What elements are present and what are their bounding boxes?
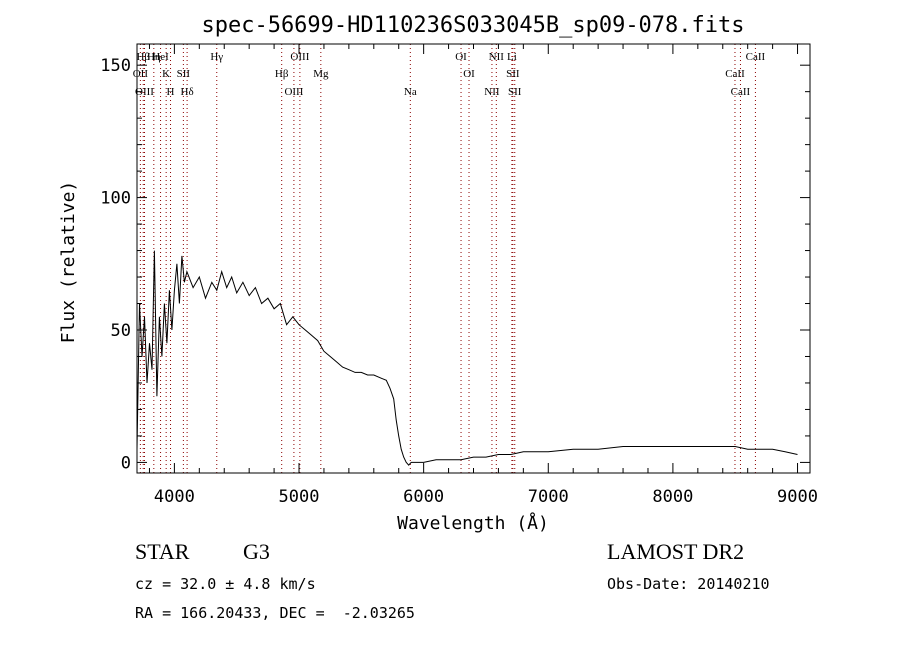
spectral-line-label: OII [133, 68, 149, 80]
spectral-line-label: Hη [147, 51, 161, 63]
spectral-line-label: SII [177, 68, 191, 80]
spectral-line-label: OIII [290, 51, 309, 63]
x-tick-label: 6000 [403, 487, 444, 507]
spectral-line-label: OIII [284, 86, 303, 98]
spectral-line-label: Hδ [181, 86, 194, 98]
spectral-line-label: H [167, 86, 175, 98]
spectral-line-label: CaII [731, 86, 751, 98]
x-tick-label: 8000 [652, 487, 693, 507]
ra-dec: RA = 166.20433, DEC = -2.03265 [135, 604, 415, 622]
spectral-line-label: NII [489, 51, 505, 63]
spectral-line-label: OI [455, 51, 467, 63]
y-tick-label: 50 [111, 321, 131, 341]
spectral-line-markers [139, 44, 756, 473]
spectral-line-label: SII [508, 86, 522, 98]
spectral-line-label: HeI [152, 51, 169, 63]
spectral-line-label: OIII [135, 86, 154, 98]
chart-title: spec-56699-HD110236S033045B_sp09-078.fit… [201, 13, 744, 38]
object-class: STAR [135, 539, 190, 564]
x-tick-label: 9000 [777, 487, 818, 507]
spectral-line-label: Hγ [210, 51, 223, 63]
spectral-line-label: Na [404, 86, 417, 98]
spectral-line-label: Li [507, 51, 517, 63]
observation-date: Obs-Date: 20140210 [607, 575, 770, 593]
spectral-line-labels: HβOIIOIIIHηKHHeISIIHδHγHβOIIIOIIIMgNaOIO… [133, 51, 766, 98]
spectral-line-label: Hβ [275, 68, 289, 80]
spectral-line-label: SII [506, 68, 520, 80]
spectral-line-label: NII [484, 86, 500, 98]
spectral-line-label: Hβ [136, 51, 150, 63]
x-axis-label: Wavelength (Å) [397, 512, 549, 534]
spectral-line-label: Mg [313, 68, 329, 80]
x-tick-label: 5000 [279, 487, 320, 507]
spectral-line-label: CaII [725, 68, 745, 80]
object-subclass: G3 [243, 539, 270, 564]
spectral-line-label: K [162, 68, 170, 80]
y-tick-label: 150 [100, 56, 131, 76]
plot-frame [136, 43, 811, 474]
spectral-line-label: OI [463, 68, 475, 80]
redshift-velocity: cz = 32.0 ± 4.8 km/s [135, 575, 316, 593]
y-tick-label: 0 [121, 453, 131, 473]
x-axis-ticks: 4000 5000 6000 7000 8000 9000 [148, 44, 818, 507]
spectrum-series [136, 250, 798, 466]
flux-series-line [136, 250, 798, 466]
x-tick-label: 7000 [528, 487, 569, 507]
y-tick-label: 100 [100, 189, 131, 209]
y-axis-label: Flux (relative) [58, 181, 79, 344]
survey-name: LAMOST DR2 [607, 539, 745, 564]
spectral-line-label: CaII [746, 51, 766, 63]
y-axis-ticks: 0 50 100 150 [100, 56, 810, 473]
x-tick-label: 4000 [154, 487, 195, 507]
